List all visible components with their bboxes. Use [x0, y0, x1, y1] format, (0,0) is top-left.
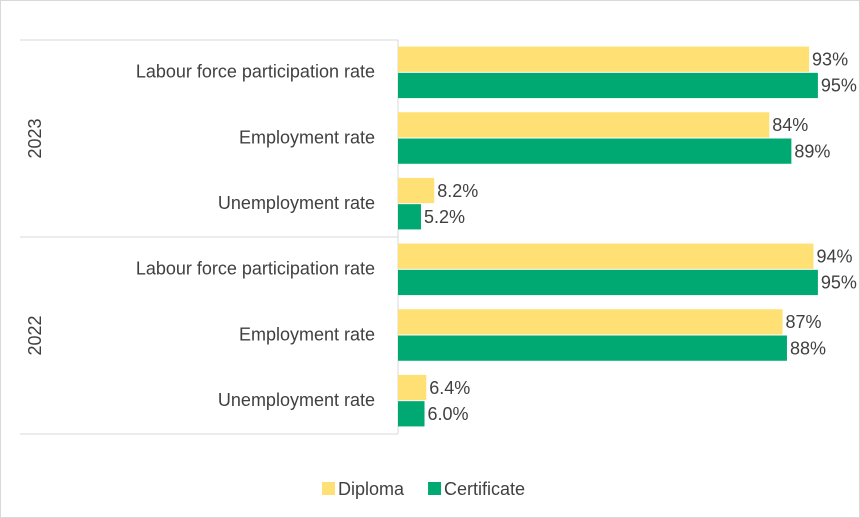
category-label: Unemployment rate [218, 390, 375, 410]
bar [398, 112, 770, 138]
category-label: Employment rate [239, 324, 375, 344]
group-label: 2023 [25, 118, 45, 158]
category-label: Employment rate [239, 127, 375, 147]
bar [398, 46, 810, 72]
category-label: Unemployment rate [218, 193, 375, 213]
value-label: 95% [821, 273, 857, 293]
value-label: 88% [790, 338, 826, 358]
value-label: 6.0% [428, 404, 469, 424]
value-label: 84% [772, 115, 808, 135]
category-label: Labour force participation rate [136, 259, 375, 279]
value-label: 95% [821, 76, 857, 96]
group-label: 2022 [25, 315, 45, 355]
legend-swatch [322, 482, 335, 495]
category-label: Labour force participation rate [136, 62, 375, 82]
legend-label: Certificate [444, 479, 525, 499]
legend-swatch [428, 482, 442, 495]
bar [398, 138, 792, 164]
bar [398, 72, 818, 99]
value-label: 6.4% [429, 378, 470, 398]
bar [398, 177, 435, 204]
bar [398, 401, 425, 427]
value-label: 87% [786, 312, 822, 332]
value-label: 93% [812, 49, 848, 69]
value-label: 94% [816, 246, 852, 266]
value-label: 5.2% [424, 207, 465, 227]
value-label: 8.2% [437, 181, 478, 201]
bar [398, 204, 421, 230]
bar [398, 335, 787, 361]
value-label: 89% [794, 141, 830, 161]
bar [398, 374, 427, 401]
legend-label: Diploma [338, 479, 405, 499]
bar [398, 269, 818, 296]
bar [398, 243, 814, 269]
bar [398, 309, 783, 335]
